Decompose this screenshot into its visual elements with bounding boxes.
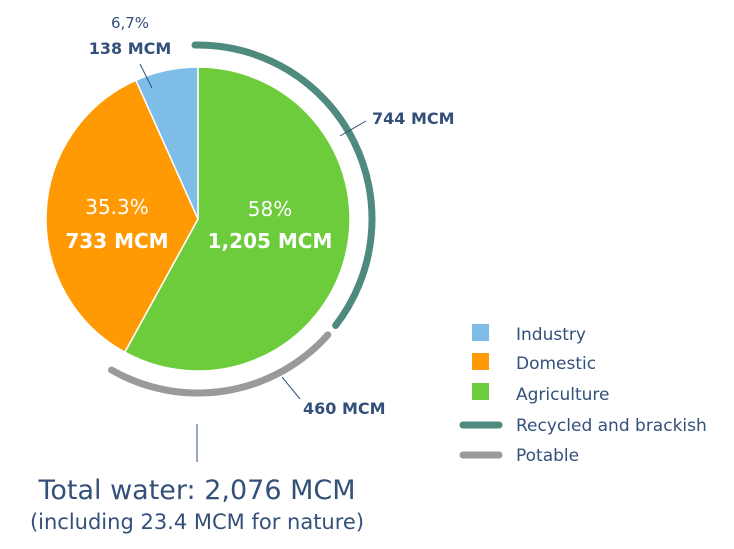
domestic-percent-label: 35.3%: [85, 195, 149, 219]
agriculture-value-label: 1,205 MCM: [208, 229, 333, 253]
recycled-arc-label: 744 MCM: [372, 109, 455, 128]
legend-label-domestic: Domestic: [516, 354, 596, 374]
pie-slices: [45, 66, 351, 372]
legend-swatch-industry: [472, 324, 489, 341]
legend-label-agriculture: Agriculture: [516, 385, 610, 405]
leader-potable: [281, 376, 301, 400]
legend: Industry Domestic Agriculture Recycled a…: [459, 324, 707, 466]
pie-slice-domestic: [45, 79, 199, 354]
leader-industry: [139, 63, 153, 89]
pie-slice-agriculture: [123, 66, 351, 372]
leader-recycled: [339, 120, 367, 137]
industry-percent-label: 6,7%: [111, 14, 149, 32]
legend-swatch-domestic: [472, 353, 489, 370]
supply-arc-potable: [108, 331, 332, 397]
industry-value-label: 138 MCM: [89, 39, 172, 58]
potable-arc-label: 460 MCM: [303, 399, 386, 418]
pie-slice-industry: [134, 66, 199, 220]
legend-label-recycled: Recycled and brackish: [516, 416, 707, 436]
supply-arcs: [108, 41, 376, 397]
legend-swatch-agriculture: [472, 383, 489, 400]
leader-lines: [139, 63, 367, 462]
agriculture-percent-label: 58%: [248, 197, 292, 221]
legend-label-potable: Potable: [516, 446, 579, 466]
total-water-label: Total water: 2,076 MCM: [37, 475, 355, 506]
legend-label-industry: Industry: [516, 325, 586, 345]
supply-arc-recycled-and-brackish: [191, 41, 376, 329]
domestic-value-label: 733 MCM: [65, 229, 168, 253]
total-water-sublabel: (including 23.4 MCM for nature): [30, 510, 364, 534]
